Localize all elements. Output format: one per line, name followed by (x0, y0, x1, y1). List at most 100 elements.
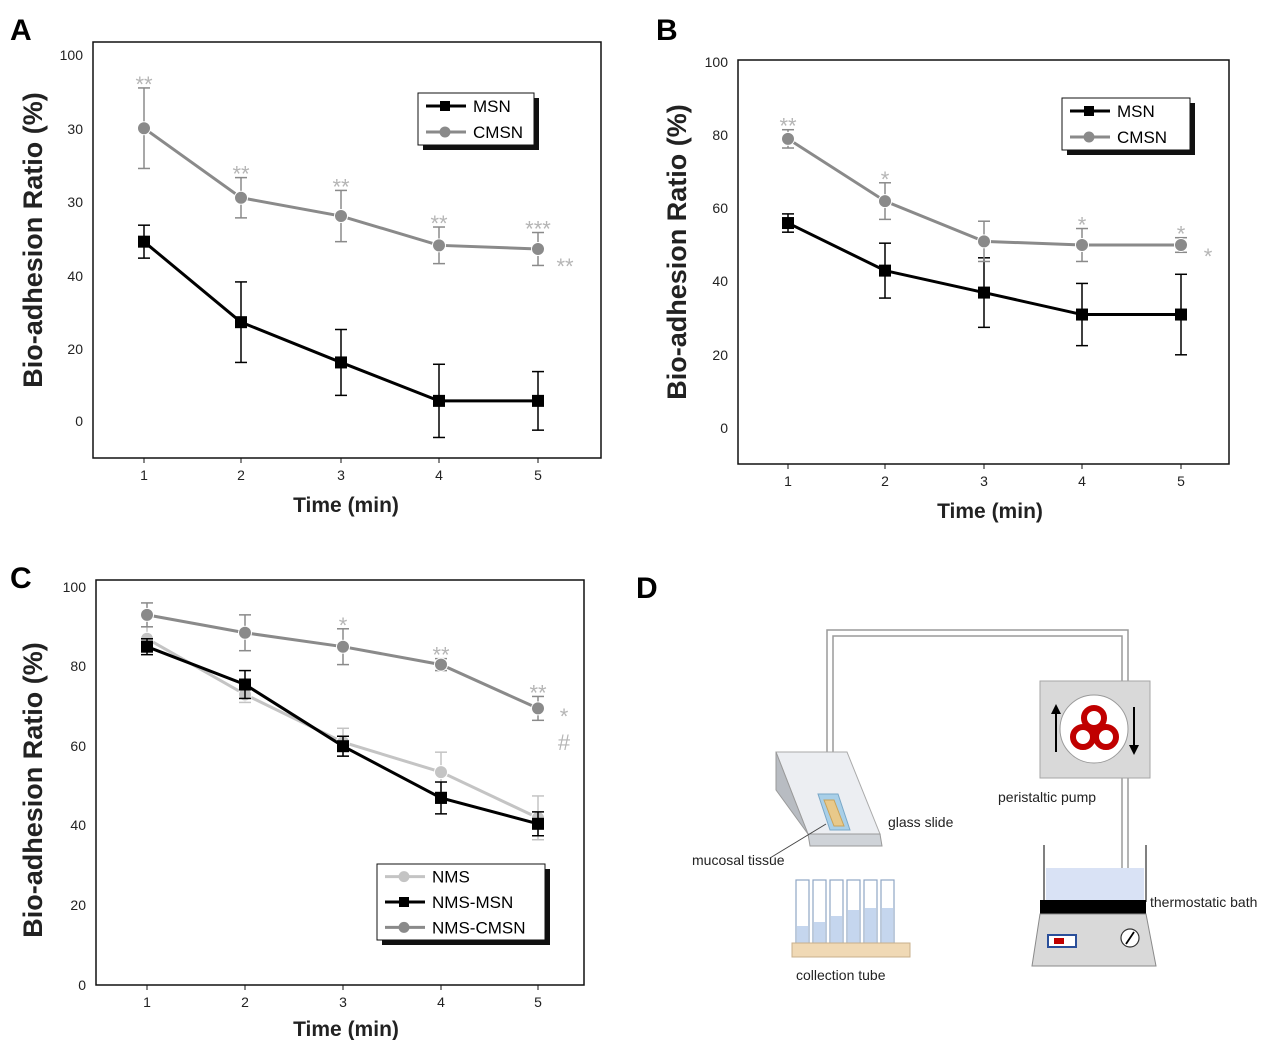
data-point (782, 217, 794, 230)
legend-marker (439, 126, 451, 138)
data-point (781, 131, 795, 146)
legend-marker (1084, 106, 1094, 116)
data-point (337, 740, 349, 753)
series-nms-msn (141, 637, 544, 837)
significance-mark: ** (430, 211, 448, 236)
panel-label-d: D (636, 572, 658, 605)
significance-mark: * (1177, 222, 1186, 247)
significance-mark: ** (135, 72, 153, 97)
significance-mark: * (881, 167, 890, 192)
data-point (532, 394, 544, 407)
legend-entry: CMSN (473, 123, 523, 142)
x-axis-title: Time (min) (293, 494, 399, 517)
y-tick-label: 0 (75, 413, 83, 429)
x-tick-label: 2 (881, 473, 889, 489)
x-tick-label: 4 (1078, 473, 1086, 489)
series-msn (138, 224, 544, 439)
legend: MSN CMSN (417, 92, 539, 150)
data-point (1075, 238, 1089, 252)
legend-marker (399, 897, 409, 907)
thermostatic-bath-icon (1031, 845, 1157, 967)
x-axis-title: Time (min) (293, 1018, 399, 1040)
x-tick-label: 4 (437, 994, 445, 1010)
glass-slide-label: glass slide (888, 814, 954, 830)
data-point (434, 657, 448, 672)
legend-entry: MSN (473, 97, 511, 116)
x-tick-label: 2 (237, 467, 245, 483)
significance-mark: * (1078, 213, 1087, 238)
legend: MSN CMSN (1061, 97, 1195, 155)
significance-mark: *** (525, 217, 551, 242)
peristaltic-pump-label: peristaltic pump (998, 789, 1096, 805)
x-tick-label: 1 (143, 994, 151, 1010)
y-tick-label: 80 (70, 658, 86, 674)
data-point (141, 640, 153, 653)
collection-tube-rack-icon (791, 879, 911, 958)
x-tick-label: 5 (534, 994, 542, 1010)
legend-marker (1083, 131, 1095, 143)
x-tick-label: 5 (534, 467, 542, 483)
series-nms-cmsn (140, 602, 545, 722)
chart-panel-a: 1 2 3 4 5 100 30 30 40 20 0 Time (min) Bio-adhesion … (18, 41, 602, 517)
x-tick-label: 4 (435, 467, 443, 483)
data-point (879, 264, 891, 277)
y-tick-label: 40 (70, 817, 86, 833)
collection-tube-label: collection tube (796, 967, 886, 983)
data-point (978, 286, 990, 299)
data-point (336, 639, 350, 654)
data-point (435, 791, 447, 804)
y-tick-label: 20 (67, 341, 83, 357)
legend: NMS NMS-MSN NMS-CMSN (376, 863, 550, 945)
data-point (138, 235, 150, 248)
x-tick-label: 5 (1177, 473, 1185, 489)
x-axis-title: Time (min) (937, 500, 1043, 523)
legend-entry: CMSN (1117, 128, 1167, 147)
panel-label-c: C (10, 562, 32, 595)
legend-box (417, 92, 535, 146)
panel-label-b: B (656, 14, 678, 47)
significance-mark: ** (556, 254, 574, 279)
y-tick-label: 30 (67, 121, 83, 137)
data-point (432, 238, 446, 253)
x-tick-label: 3 (339, 994, 347, 1010)
legend-marker (398, 871, 410, 883)
significance-mark: * (1204, 244, 1213, 269)
data-point (977, 234, 991, 249)
data-point (1174, 238, 1188, 252)
data-point (1076, 308, 1088, 321)
data-point (532, 817, 544, 830)
y-tick-label: 20 (712, 347, 728, 363)
y-tick-label: 100 (60, 47, 84, 63)
thermostatic-bath-label: thermostatic bath (1150, 894, 1257, 910)
data-point (238, 625, 252, 640)
significance-mark: ** (432, 643, 450, 668)
significance-mark: # (558, 730, 571, 755)
y-tick-label: 100 (63, 579, 87, 595)
data-point (1175, 308, 1187, 321)
data-point (335, 356, 347, 369)
significance-mark: ** (779, 114, 797, 139)
data-point (235, 316, 247, 329)
x-tick-label: 3 (980, 473, 988, 489)
panel-label-a: A (10, 14, 32, 47)
y-tick-label: 0 (720, 420, 728, 436)
data-point (433, 394, 445, 407)
series-cmsn (781, 128, 1188, 263)
y-tick-label: 60 (70, 738, 86, 754)
x-tick-label: 2 (241, 994, 249, 1010)
series-cmsn (137, 87, 545, 267)
data-point (334, 209, 348, 224)
legend-box (1061, 97, 1191, 151)
legend-entry: NMS-MSN (432, 893, 513, 912)
data-point (531, 241, 545, 256)
y-tick-label: 100 (705, 54, 729, 70)
x-tick-label: 1 (140, 467, 148, 483)
legend-entry: MSN (1117, 102, 1155, 121)
setup-diagram: peristaltic pump glass slide mucosal tis… (692, 629, 1257, 983)
y-tick-label: 30 (67, 194, 83, 210)
y-axis-title: Bio-adhesion Ratio (%) (18, 642, 48, 938)
data-point (878, 194, 892, 209)
y-axis-title: Bio-adhesion Ratio (%) (18, 92, 48, 388)
significance-mark: ** (332, 174, 350, 199)
